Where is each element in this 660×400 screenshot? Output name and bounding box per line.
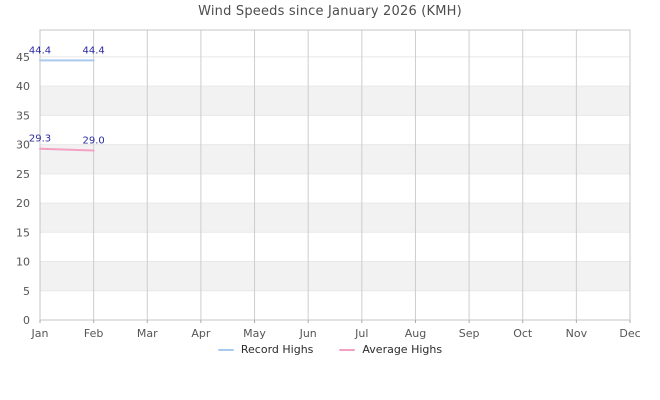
legend-item-average-highs: Average Highs [339,343,442,356]
data-point-label: 29.0 [83,135,105,146]
x-axis-tick-label: Mar [137,327,158,340]
y-axis-tick-label: 30 [16,139,30,152]
x-axis-tick-label: Aug [405,327,426,340]
x-axis-tick-label: Oct [513,327,533,340]
plot-band [40,203,630,233]
x-axis-tick-label: May [243,327,266,340]
y-axis-tick-label: 40 [16,80,30,93]
plot-band [40,261,630,291]
x-axis-tick-label: Nov [566,327,588,340]
plot-border [39,29,631,321]
legend-label-record-highs: Record Highs [240,343,314,356]
data-point-label: 44.4 [83,45,105,56]
chart-legend: Record Highs Average Highs [0,343,660,356]
y-axis-tick-label: 5 [23,285,30,298]
y-axis-tick-label: 10 [16,256,30,269]
plot-band [40,144,630,174]
x-axis-tick-label: Sep [459,327,480,340]
average-highs-line-marker [339,348,356,351]
legend-label-average-highs: Average Highs [362,343,443,356]
y-axis-tick-label: 20 [16,197,30,210]
x-axis-tick-label: Jul [354,327,368,340]
plot-band [40,86,630,116]
x-axis-tick-label: Apr [191,327,211,340]
x-axis-tick-label: Jan [31,327,49,340]
x-axis-tick-label: Dec [619,327,640,340]
record-highs-line-marker [217,348,234,351]
y-axis-tick-label: 25 [16,168,30,181]
data-point-label: 44.4 [29,45,51,56]
y-axis-tick-label: 35 [16,109,30,122]
data-point-label: 29.3 [29,134,51,145]
y-axis-tick-label: 15 [16,226,30,239]
legend-item-record-highs: Record Highs [217,343,314,356]
chart-title: Wind Speeds since January 2026 (KMH) [198,4,462,19]
y-axis-tick-label: 45 [16,51,30,64]
x-axis-tick-label: Jun [299,327,317,340]
y-axis-tick-label: 0 [23,314,30,327]
series-line-average-highs [39,147,95,152]
x-axis-tick-label: Feb [84,327,103,340]
